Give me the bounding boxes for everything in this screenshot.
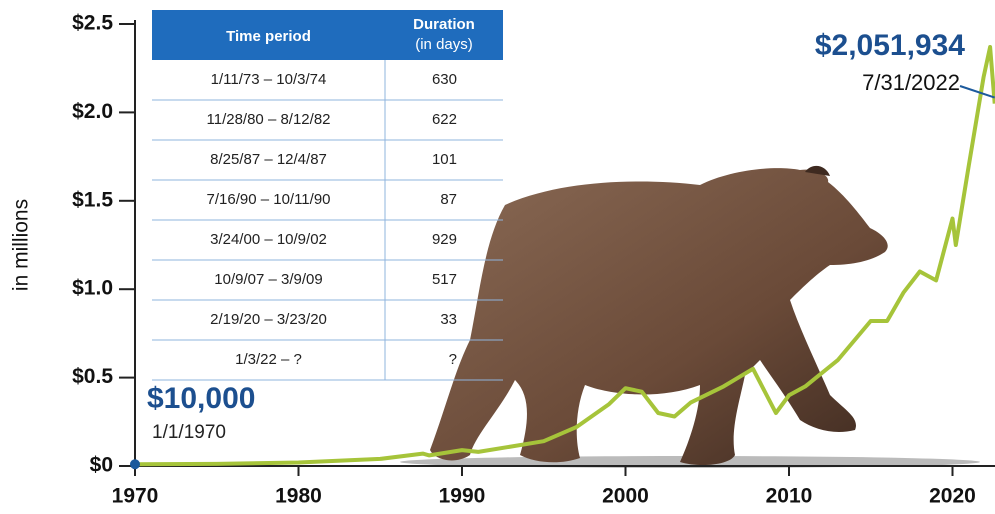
table-cell: 2/19/20 – 3/23/20 <box>210 311 327 328</box>
end-value: $2,051,934 <box>815 29 965 62</box>
data-table: Time period Duration (in days) 1/11/73 – 10… <box>152 10 503 380</box>
table-cell: 1/11/73 – 10/3/74 <box>211 71 327 88</box>
table-header-sub: (in days) <box>415 36 473 53</box>
start-date: 1/1/1970 <box>152 422 226 443</box>
start-point <box>130 459 140 469</box>
table-cell: 929 <box>432 231 457 248</box>
table-cell: ? <box>449 351 457 368</box>
table-cell: 8/25/87 – 12/4/87 <box>210 151 327 168</box>
x-tick-label: 1980 <box>275 485 322 508</box>
table-cell: 517 <box>432 271 457 288</box>
table-cell: 10/9/07 – 3/9/09 <box>214 271 322 288</box>
y-axis-label: in millions <box>10 199 33 291</box>
end-date: 7/31/2022 <box>862 70 960 95</box>
table-cell: 3/24/00 – 10/9/02 <box>210 231 327 248</box>
start-value: $10,000 <box>147 382 255 415</box>
x-tick-label: 1970 <box>112 485 159 508</box>
y-tick-label: $1.5 <box>72 188 113 211</box>
y-tick-label: $1.0 <box>72 277 113 300</box>
y-tick-label: $2.0 <box>72 100 113 123</box>
end-pointer <box>960 86 995 98</box>
table-header: Duration <box>413 16 475 33</box>
table-cell: 7/16/90 – 10/11/90 <box>207 191 331 208</box>
x-tick-label: 2020 <box>929 485 976 508</box>
x-tick-label: 2010 <box>766 485 813 508</box>
y-tick-label: $0 <box>90 454 113 477</box>
x-tick-label: 2000 <box>602 485 649 508</box>
table-cell: 630 <box>432 71 457 88</box>
table-header: Time period <box>226 28 311 45</box>
y-tick-label: $2.5 <box>72 12 113 35</box>
bear-illustration <box>400 166 980 468</box>
table-cell: 87 <box>440 191 457 208</box>
y-tick-label: $0.5 <box>72 365 113 388</box>
chart: in millions Time period Duration (in days)… <box>0 0 995 514</box>
table-cell: 622 <box>432 111 457 128</box>
table-cell: 11/28/80 – 8/12/82 <box>207 111 331 128</box>
table-cell: 101 <box>432 151 457 168</box>
x-tick-label: 1990 <box>439 485 486 508</box>
table-cell: 33 <box>440 311 457 328</box>
table-cell: 1/3/22 – ? <box>235 351 302 368</box>
